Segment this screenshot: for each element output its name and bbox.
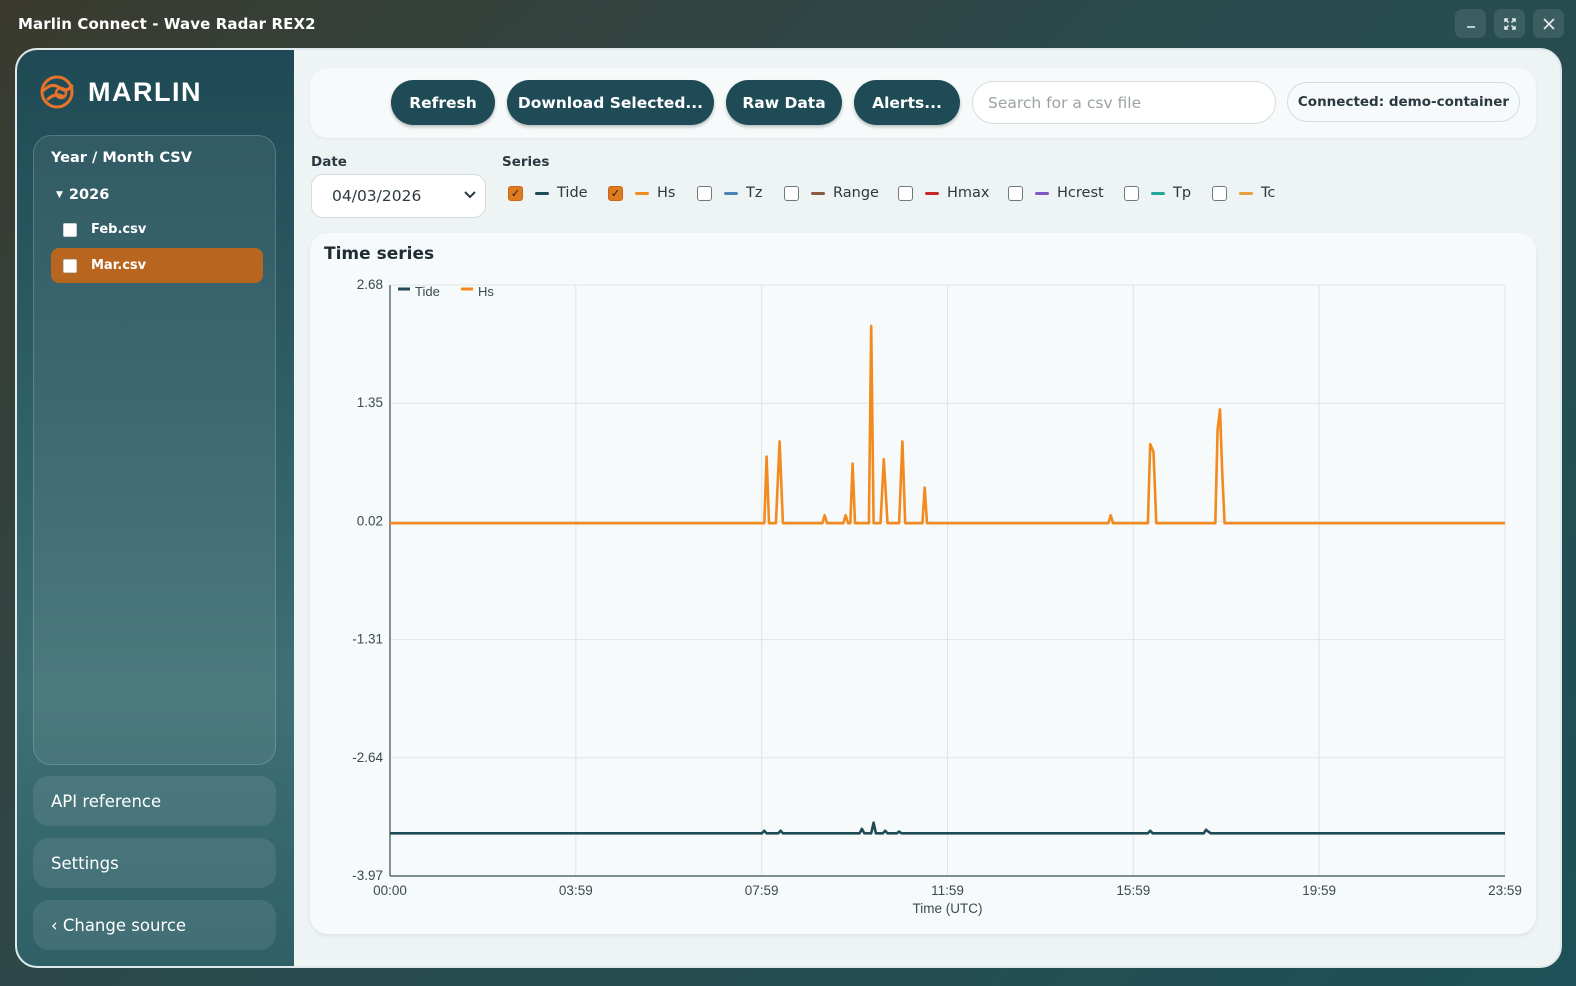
api-reference-button[interactable]: API reference: [33, 776, 276, 826]
series-name: Tp: [1173, 185, 1192, 201]
series-label: Series: [502, 154, 550, 170]
window-title: Marlin Connect - Wave Radar REX2: [18, 15, 316, 33]
refresh-button[interactable]: Refresh: [391, 80, 495, 125]
logo-text: MARLIN: [88, 76, 202, 107]
tree-heading: Year / Month CSV: [51, 150, 192, 166]
tree-item-label: Mar.csv: [91, 258, 147, 273]
series-checkbox[interactable]: [784, 185, 799, 201]
series-swatch: [1239, 191, 1253, 195]
date-value: 04/03/2026: [332, 187, 422, 205]
series-swatch: [811, 191, 825, 195]
date-select[interactable]: 04/03/2026: [311, 174, 486, 218]
main-panel: Refresh Download Selected... Raw Data Al…: [294, 50, 1560, 966]
series-swatch: [635, 191, 649, 195]
series-checkbox[interactable]: [898, 185, 913, 201]
logo: MARLIN: [38, 72, 202, 112]
y-tick-label: -3.97: [352, 868, 383, 883]
tree-year-node[interactable]: ▼ 2026: [56, 187, 109, 203]
series-line-tide: [390, 821, 1505, 835]
series-swatch: [1035, 191, 1049, 195]
tree-year-label: 2026: [68, 187, 110, 203]
series-name: Range: [833, 185, 879, 201]
alerts-button[interactable]: Alerts...: [854, 80, 960, 125]
time-series-chart: 00:00 03:59 07:59 11:59 15:59 19:59 23:59 2.68 1…: [352, 277, 1522, 916]
caret-down-icon: ▼: [56, 190, 63, 200]
x-axis-title: Time (UTC): [913, 901, 983, 916]
chevron-down-icon: [463, 187, 477, 205]
legend-label: Hs: [478, 284, 494, 299]
series-name: Hmax: [947, 185, 990, 201]
series-name: Tide: [557, 185, 588, 201]
connection-status: Connected: demo-container: [1287, 82, 1520, 122]
chart-card: Time series 00:00 03:59 07:59 11:59 15:59 19:…: [310, 233, 1536, 934]
series-checkbox[interactable]: [1124, 185, 1139, 201]
x-tick-label: 19:59: [1302, 883, 1336, 898]
change-source-button[interactable]: ‹ Change source: [33, 900, 276, 950]
sidebar: MARLIN Year / Month CSV ▼ 2026 Feb.csv M…: [17, 50, 294, 966]
tree-item-mar[interactable]: Mar.csv: [51, 248, 263, 283]
series-toggle-hcrest[interactable]: Hcrest: [1008, 182, 1104, 204]
toolbar: Refresh Download Selected... Raw Data Al…: [310, 68, 1536, 138]
y-tick-label: -2.64: [352, 750, 383, 765]
marlin-logo-icon: [40, 75, 74, 109]
series-checkbox[interactable]: [697, 185, 712, 201]
series-name: Tc: [1261, 185, 1276, 201]
series-toggle-tide[interactable]: ✓ Tide: [508, 182, 588, 204]
series-toggle-tp[interactable]: Tp: [1124, 182, 1191, 204]
close-icon[interactable]: [1533, 9, 1564, 38]
y-tick-label: 0.02: [357, 513, 383, 528]
series-line-hs: [390, 324, 1505, 525]
series-swatch: [1151, 191, 1165, 195]
minimize-icon[interactable]: [1455, 9, 1486, 38]
series-checkbox[interactable]: [1212, 185, 1227, 201]
legend-label: Tide: [415, 284, 440, 299]
y-tick-label: -1.31: [352, 632, 383, 647]
chart-title: Time series: [324, 244, 435, 264]
series-swatch: [724, 191, 738, 195]
x-tick-label: 03:59: [559, 883, 593, 898]
series-toggle-hs[interactable]: ✓ Hs: [608, 182, 675, 204]
series-swatch: [535, 191, 549, 195]
x-tick-label: 00:00: [373, 883, 407, 898]
x-tick-label: 15:59: [1116, 883, 1150, 898]
file-tree: Year / Month CSV ▼ 2026 Feb.csv Mar.csv: [33, 135, 276, 765]
series-toggle-tc[interactable]: Tc: [1212, 182, 1275, 204]
date-label: Date: [311, 154, 347, 170]
series-checkbox[interactable]: ✓: [608, 185, 623, 201]
tree-item-label: Feb.csv: [91, 222, 147, 237]
raw-data-button[interactable]: Raw Data: [726, 80, 842, 125]
y-tick-label: 2.68: [357, 277, 383, 292]
maximize-icon[interactable]: [1494, 9, 1525, 38]
settings-button[interactable]: Settings: [33, 838, 276, 888]
download-selected-button[interactable]: Download Selected...: [507, 80, 714, 125]
series-checkbox[interactable]: ✓: [508, 185, 523, 201]
series-checkbox[interactable]: [1008, 185, 1023, 201]
tree-item-feb[interactable]: Feb.csv: [51, 212, 263, 247]
search-input[interactable]: [972, 81, 1276, 124]
series-toggle-tz[interactable]: Tz: [697, 182, 762, 204]
x-tick-label: 23:59: [1488, 883, 1522, 898]
x-tick-label: 11:59: [931, 883, 964, 898]
y-tick-label: 1.35: [357, 395, 383, 410]
x-tick-label: 07:59: [745, 883, 779, 898]
title-bar: Marlin Connect - Wave Radar REX2: [0, 0, 1576, 48]
series-name: Tz: [746, 185, 763, 201]
file-checkbox[interactable]: [63, 258, 77, 273]
series-swatch: [925, 191, 939, 195]
series-name: Hcrest: [1057, 185, 1104, 201]
series-toggle-range[interactable]: Range: [784, 182, 879, 204]
series-toggle-hmax[interactable]: Hmax: [898, 182, 990, 204]
window-controls: [1455, 9, 1564, 38]
app-window: MARLIN Year / Month CSV ▼ 2026 Feb.csv M…: [15, 48, 1562, 968]
file-checkbox[interactable]: [63, 222, 77, 237]
series-name: Hs: [657, 185, 676, 201]
